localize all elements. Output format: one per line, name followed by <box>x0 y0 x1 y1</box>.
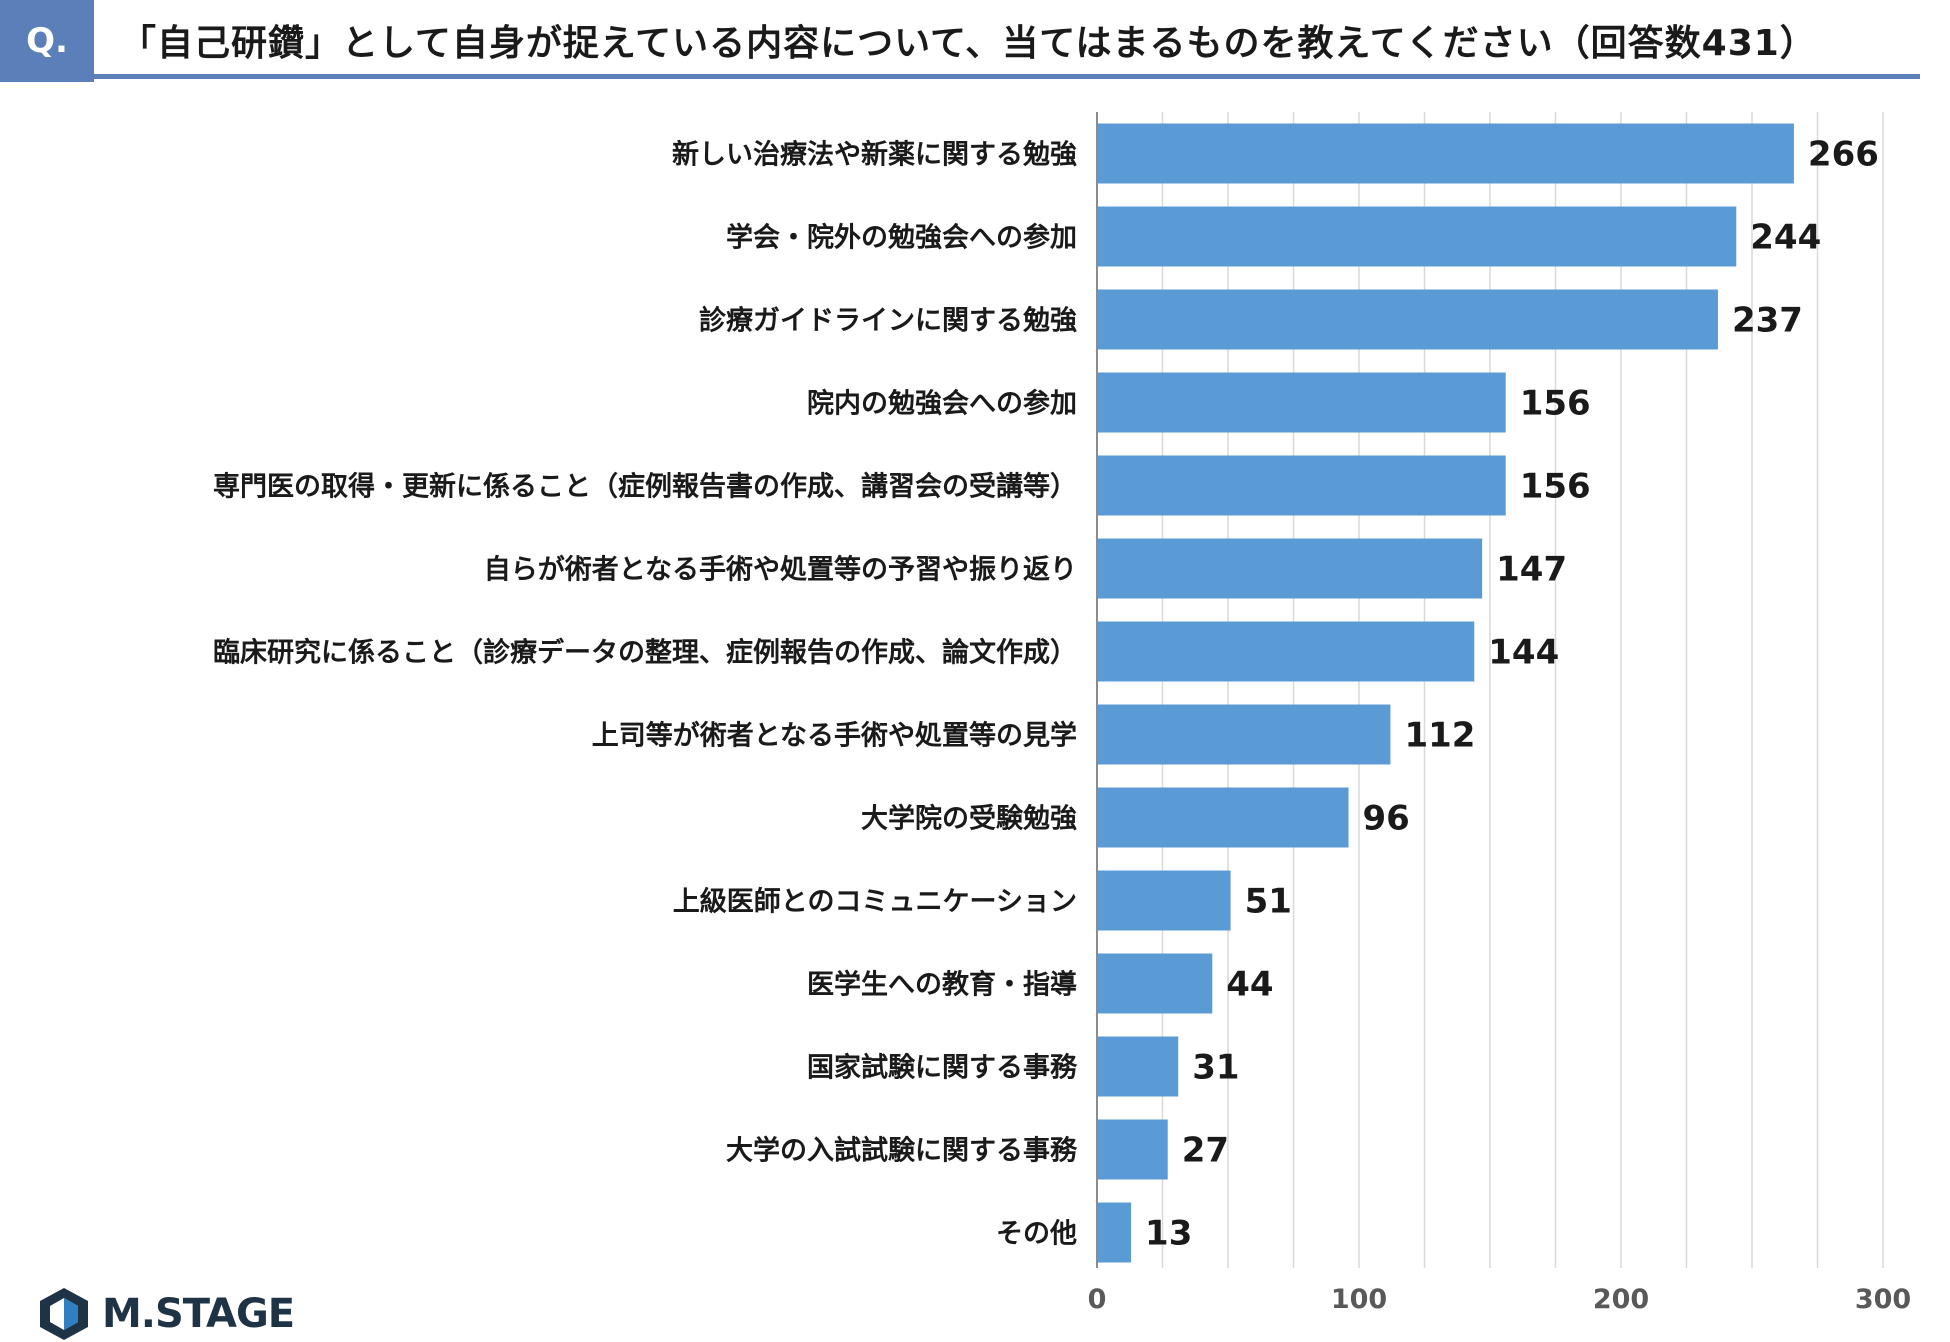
data-label: 27 <box>1182 1131 1229 1171</box>
header: Q. 「自己研鑽」として自身が捉えている内容について、当てはまるものを教えてくだ… <box>0 0 1920 82</box>
title-underline <box>94 74 1920 79</box>
category-label: その他 <box>996 1219 1077 1250</box>
bar <box>1098 455 1506 516</box>
data-label: 44 <box>1226 965 1273 1005</box>
x-tick-label: 0 <box>1088 1284 1107 1315</box>
data-label: 31 <box>1192 1048 1239 1088</box>
category-label: 国家試験に関する事務 <box>807 1052 1078 1084</box>
category-label: 学会・院外の勉強会への参加 <box>726 222 1077 254</box>
data-label: 266 <box>1808 135 1879 175</box>
bar <box>1098 289 1718 350</box>
data-label: 147 <box>1496 550 1567 590</box>
bar <box>1098 1202 1132 1263</box>
question-badge: Q. <box>0 0 94 82</box>
data-label: 112 <box>1404 716 1475 756</box>
category-label: 診療ガイドラインに関する勉強 <box>699 305 1077 337</box>
bar <box>1098 953 1213 1014</box>
category-label: 自らが術者となる手術や処置等の予習や振り返り <box>484 554 1077 586</box>
x-tick-label: 100 <box>1331 1284 1387 1315</box>
bar <box>1098 538 1483 599</box>
bar <box>1098 1119 1168 1180</box>
data-label: 13 <box>1145 1214 1192 1254</box>
category-label: 大学の入試試験に関する事務 <box>726 1135 1078 1167</box>
mstage-logo-icon <box>40 1288 88 1340</box>
bar <box>1098 704 1391 765</box>
x-tick-label: 200 <box>1593 1284 1649 1315</box>
category-label: 院内の勉強会への参加 <box>807 388 1077 420</box>
bar <box>1098 372 1506 433</box>
data-label: 237 <box>1732 301 1803 341</box>
category-label: 臨床研究に係ること（診療データの整理、症例報告の作成、論文作成） <box>213 637 1077 669</box>
bar <box>1098 787 1349 848</box>
category-label: 上司等が術者となる手術や処置等の見学 <box>592 720 1077 752</box>
data-label: 156 <box>1520 467 1591 507</box>
data-label: 244 <box>1750 218 1821 258</box>
category-label: 新しい治療法や新薬に関する勉強 <box>672 139 1077 171</box>
bar-chart: 0 100 200 300 新しい治療法や新薬に関する勉強 266 学会・院外の勉強会への参… <box>213 112 1911 1315</box>
bar <box>1098 621 1475 682</box>
x-tick-label: 300 <box>1855 1284 1911 1315</box>
bar <box>1098 206 1737 267</box>
category-label: 医学生への教育・指導 <box>807 969 1077 1001</box>
data-label: 144 <box>1488 633 1559 673</box>
brand-name: M.STAGE <box>102 1291 295 1337</box>
bar <box>1098 123 1794 184</box>
bar <box>1098 870 1231 931</box>
data-label: 96 <box>1363 799 1410 839</box>
brand-logo: M.STAGE <box>38 1286 295 1342</box>
category-label: 専門医の取得・更新に係ること（症例報告書の作成、講習会の受講等） <box>213 471 1077 503</box>
page-title: 「自己研鑽」として自身が捉えている内容について、当てはまるものを教えてください（… <box>120 23 1817 64</box>
data-label: 51 <box>1245 882 1292 922</box>
bar <box>1098 1036 1179 1097</box>
data-label: 156 <box>1520 384 1591 424</box>
category-label: 大学院の受験勉強 <box>861 803 1077 835</box>
category-label: 上級医師とのコミュニケーション <box>673 886 1077 918</box>
